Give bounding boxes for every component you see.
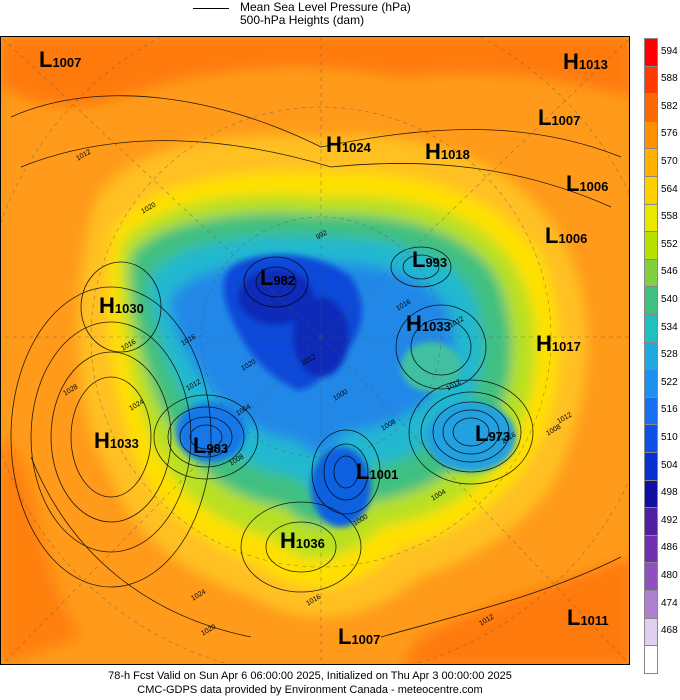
low-pressure-label: L1007 bbox=[538, 105, 581, 130]
high-1033-ridge bbox=[401, 342, 461, 392]
low-pressure-label: L1006 bbox=[566, 171, 609, 196]
colorbar-label: 534 bbox=[661, 321, 678, 333]
colorbar-label: 480 bbox=[661, 570, 678, 581]
colorbar-label: 468 bbox=[661, 625, 678, 637]
high-pressure-label: H1033 bbox=[406, 311, 451, 336]
colorbar-label: 594 bbox=[661, 45, 678, 57]
high-pressure-label: H1036 bbox=[280, 528, 325, 553]
colorbar-label: 492 bbox=[661, 514, 678, 526]
colorbar-label: 570 bbox=[661, 156, 678, 167]
colorbar-cell bbox=[644, 314, 658, 343]
field-594-north bbox=[1, 37, 629, 106]
map-canvas bbox=[1, 37, 629, 664]
low-pressure-label: L1011 bbox=[567, 605, 609, 630]
low-pressure-label: L1001 bbox=[356, 459, 399, 484]
weather-map: L1007 H1013 L1007 H1024 H1018 L1006 L100… bbox=[0, 36, 630, 665]
contour-legend-line bbox=[193, 8, 229, 9]
legend-mslp: Mean Sea Level Pressure (hPa) bbox=[240, 0, 411, 14]
high-pressure-label: H1030 bbox=[99, 293, 144, 318]
forecast-validity: 78-h Fcst Valid on Sun Apr 6 06:00:00 20… bbox=[108, 670, 512, 682]
colorbar-label: 582 bbox=[661, 100, 678, 112]
colorbar-cell bbox=[644, 258, 658, 288]
low-pressure-label: L983 bbox=[193, 433, 229, 458]
colorbar-cell bbox=[644, 93, 658, 122]
colorbar-label: 516 bbox=[661, 404, 678, 416]
low-pressure-label: L1006 bbox=[545, 223, 588, 248]
field-south-east bbox=[402, 557, 629, 664]
colorbar-cell bbox=[644, 617, 658, 647]
high-pressure-label: H1018 bbox=[425, 139, 470, 164]
colorbar-label: 546 bbox=[661, 266, 678, 278]
colorbar-label: 558 bbox=[661, 211, 678, 223]
colorbar-cell bbox=[644, 396, 658, 426]
colorbar-cell bbox=[644, 65, 658, 95]
chart-header: Mean Sea Level Pressure (hPa) 500-hPa He… bbox=[0, 0, 680, 36]
colorbar-cell bbox=[644, 452, 658, 481]
colorbar-cell bbox=[644, 645, 658, 674]
colorbar-label: 552 bbox=[661, 238, 678, 250]
data-credit: CMC-GDPS data provided by Environment Ca… bbox=[137, 684, 483, 696]
colorbar-cell bbox=[644, 369, 658, 398]
colorbar-cell bbox=[644, 507, 658, 536]
colorbar-cell bbox=[644, 424, 658, 453]
low-pressure-label: L973 bbox=[475, 421, 511, 446]
high-pressure-label: H1024 bbox=[326, 132, 371, 157]
low-pressure-label: L982 bbox=[260, 265, 296, 290]
colorbar-label: 576 bbox=[661, 128, 678, 140]
colorbar-cell bbox=[644, 534, 658, 564]
colorbar-cell bbox=[644, 120, 658, 150]
colorbar-cell bbox=[644, 148, 658, 177]
colorbar-label: 528 bbox=[661, 349, 678, 361]
low-pressure-label: L1007 bbox=[39, 47, 82, 72]
colorbar-cell bbox=[644, 286, 658, 315]
colorbar-label: 486 bbox=[661, 542, 678, 554]
colorbar-label: 510 bbox=[661, 432, 678, 443]
low-pressure-label: L1007 bbox=[338, 624, 381, 649]
low-core-973 bbox=[426, 402, 516, 472]
colorbar-cell bbox=[644, 231, 658, 260]
colorbar-label: 564 bbox=[661, 183, 678, 195]
legend-500hpa: 500-hPa Heights (dam) bbox=[240, 13, 365, 27]
colorbar-cell bbox=[644, 562, 658, 591]
colorbar-label: 588 bbox=[661, 73, 678, 85]
chart-footer: 78-h Fcst Valid on Sun Apr 6 06:00:00 20… bbox=[0, 669, 680, 697]
colorbar-cell bbox=[644, 479, 658, 509]
high-pressure-label: H1013 bbox=[563, 49, 608, 74]
high-pressure-label: H1033 bbox=[94, 428, 139, 453]
low-pressure-label: L993 bbox=[412, 247, 448, 272]
colorbar-cell bbox=[644, 341, 658, 371]
colorbar-label: 504 bbox=[661, 459, 678, 471]
colorbar-cell bbox=[644, 176, 658, 205]
field-west bbox=[1, 437, 81, 664]
colorbar-cell bbox=[644, 38, 658, 67]
colorbar-label: 540 bbox=[661, 294, 678, 305]
colorbar-label: 522 bbox=[661, 376, 678, 388]
colorbar-label: 474 bbox=[661, 597, 678, 609]
colorbar-cell bbox=[644, 590, 658, 619]
colorbar-label: 498 bbox=[661, 487, 678, 499]
colorbar-cell bbox=[644, 203, 658, 233]
high-pressure-label: H1017 bbox=[536, 331, 581, 356]
